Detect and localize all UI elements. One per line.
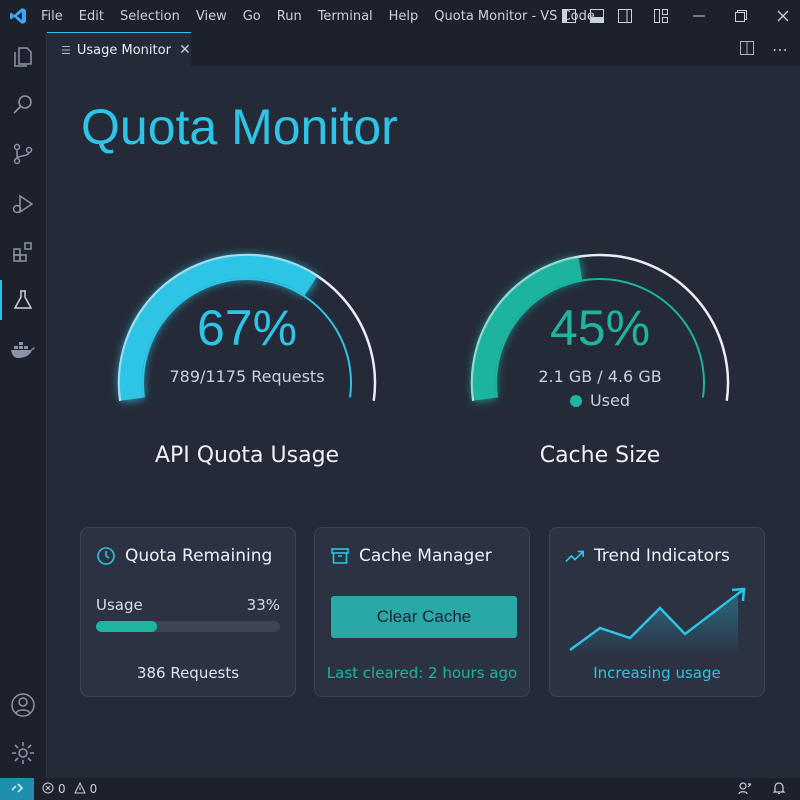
problems-status[interactable]: 0 0 [42,778,97,800]
api-quota-gauge: 67% 789/1175 Requests API Quota Usage [97,203,397,468]
activity-bar [0,32,47,778]
trend-arrowhead [731,587,746,602]
customize-layout-icon[interactable] [652,7,670,25]
tab-usage-monitor[interactable]: ☰ Usage Monitor ✕ [47,32,191,67]
page-title: Quota Monitor [81,99,398,155]
notifications-bell-icon[interactable] [772,781,786,798]
cache-gauge-svg [470,253,730,401]
more-actions-icon[interactable]: ⋯ [772,39,788,59]
cache-gauge-detail: 2.1 GB / 4.6 GB [538,367,662,386]
cache-gauge-fill [473,257,583,401]
last-cleared-text: Last cleared: 2 hours ago [326,664,518,682]
api-gauge-svg [117,253,377,401]
quota-remaining-card: Quota Remaining Usage 33% 386 Requests [80,527,296,697]
tab-close-icon[interactable]: ✕ [178,42,191,58]
clear-cache-button[interactable]: Clear Cache [331,596,517,638]
warning-icon [73,781,86,797]
usage-percent: 33% [246,596,280,614]
explorer-icon[interactable] [0,37,46,77]
api-gauge-inner-ring [142,278,352,398]
api-gauge-detail: 789/1175 Requests [169,367,325,386]
extensions-icon[interactable] [0,232,46,272]
search-icon[interactable] [0,84,46,124]
remaining-requests: 386 Requests [136,664,240,682]
title-bar: File Edit Selection View Go Run Terminal… [0,0,800,32]
api-gauge-caption: API Quota Usage [154,443,340,468]
cache-gauge-inner-ring [495,278,705,398]
menu-selection[interactable]: Selection [119,8,180,24]
editor-tab-bar: ☰ Usage Monitor ✕ ⋯ [47,32,800,67]
toggle-sidebar-icon[interactable] [560,7,578,25]
remote-indicator-icon[interactable] [0,778,34,800]
usage-progress-bar [96,621,280,632]
vscode-logo-icon [3,7,33,25]
trend-card-title: Trend Indicators [594,546,730,566]
clock-icon [96,546,116,566]
menu-edit[interactable]: Edit [78,8,104,24]
cache-manager-card: Cache Manager Clear Cache Last cleared: … [314,527,530,697]
used-legend-dot [569,395,582,407]
menu-help[interactable]: Help [388,8,419,24]
split-editor-icon[interactable] [740,40,754,59]
trend-area [570,596,738,658]
archive-box-icon [330,546,350,566]
preview-icon: ☰ [61,43,71,57]
minimize-icon[interactable] [690,7,708,25]
warning-count: 0 [89,782,98,796]
trend-status: Increasing usage [593,664,721,682]
source-control-icon[interactable] [0,134,46,174]
cache-card-title: Cache Manager [359,546,492,566]
trend-line [569,589,744,652]
editor-area: Quota Monitor 67% 789/1175 Requests API … [47,66,800,778]
cache-size-gauge: 45% 2.1 GB / 4.6 GB Used Cache Size [450,203,750,468]
live-share-icon[interactable] [738,781,752,798]
cache-gauge-caption: Cache Size [539,443,661,468]
api-gauge-fill [120,256,317,401]
quota-card-title: Quota Remaining [125,546,273,566]
api-gauge-percent: 67% [196,300,298,356]
menu-view[interactable]: View [195,8,227,24]
toggle-secondary-sidebar-icon[interactable] [616,7,634,25]
menu-go[interactable]: Go [242,8,261,24]
cache-gauge-legend: Used [450,391,750,410]
api-gauge-outer-ring [117,253,377,401]
menu-terminal[interactable]: Terminal [317,8,373,24]
window-title: Quota Monitor - VS Code [434,8,595,24]
error-count: 0 [58,782,66,796]
active-view-indicator [0,280,2,320]
trend-sparkline [569,587,746,658]
error-icon [42,782,54,797]
testing-icon[interactable] [0,280,46,320]
restore-icon[interactable] [732,7,750,25]
cache-gauge-outer-ring [470,253,730,401]
tab-label: Usage Monitor [76,42,171,58]
used-legend-label: Used [589,391,631,410]
account-icon[interactable] [0,685,46,725]
close-window-icon[interactable] [774,7,792,25]
docker-icon[interactable] [0,330,46,370]
trend-indicators-card: Trend Indicators Increasing usage [549,527,765,697]
usage-label: Usage [96,596,143,614]
toggle-panel-icon[interactable] [588,7,606,25]
run-debug-icon[interactable] [0,184,46,224]
menu-run[interactable]: Run [276,8,302,24]
cache-gauge-percent: 45% [549,300,651,356]
trend-arrow-icon [565,546,585,566]
status-bar: 0 0 [0,778,800,800]
settings-gear-icon[interactable] [0,733,46,773]
menu-file[interactable]: File [41,8,63,24]
usage-progress-fill [96,621,157,632]
